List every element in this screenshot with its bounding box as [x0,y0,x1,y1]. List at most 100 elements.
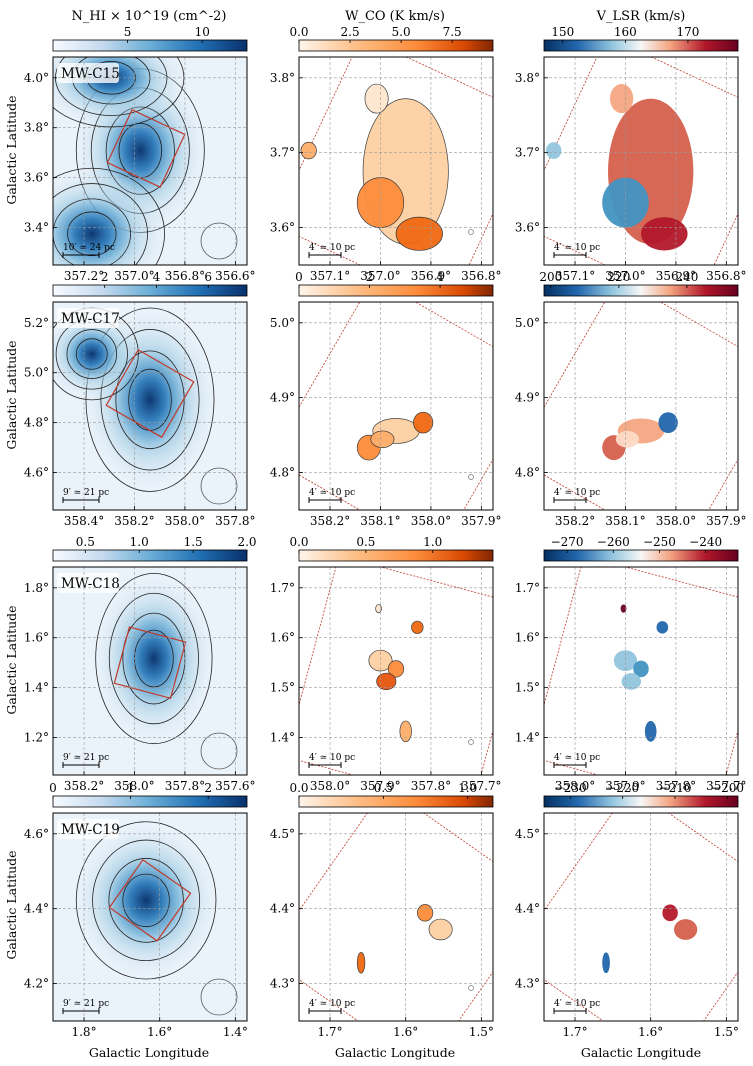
colorbar-tick-label: 2 [366,270,374,284]
x-tick-label: 357.8° [411,779,451,793]
y-tick-label: 1.6° [270,631,295,645]
colorbar-MW-C18-hi: 0.5 1.0 1.5 2.0 [52,535,257,562]
y-tick-label: 1.5° [270,681,295,695]
colorbar-MW-C19-vel: −230 −220 −210 −200 [543,781,744,808]
vel-colorbar-title: V_LSR (km/s) [596,9,686,24]
velocity-blob [658,412,678,434]
panel-MW-C18-vel: −270 −260 −250 −240 358.0° 357.9° 357.8° 357.7°… [515,535,747,793]
panel-MW-C17-vel: 200 220 240 358.2° 358.1° 358.0° 357.9° 4.8° 4.9… [515,270,747,528]
colorbar-tick-label: 0 [49,781,57,795]
x-tick-label: 1.7° [317,1025,342,1039]
xlabel-col2: Galactic Longitude [335,1045,455,1060]
hi-emission-peak [115,604,193,713]
colorbar-gradient [52,284,248,297]
x-tick-label: 358.1° [360,514,400,528]
ylabel-row3: Galactic Latitude [4,605,19,714]
scale-bar-label: 4′ ≃ 10 pc [554,753,600,763]
footprint-box [299,302,493,510]
y-tick-label: 3.8° [24,121,49,135]
colorbar-tick-label: 2 [204,781,212,795]
velocity-blob [545,142,562,159]
y-tick-label: 1.5° [515,681,540,695]
hi-colorbar-title: N_HI × 10^19 (cm^-2) [72,9,227,24]
co-emission-blob [399,720,412,743]
co-emission-blob [370,430,395,448]
y-tick-label: 4.9° [270,391,295,405]
y-tick-label: 4.4° [515,902,540,916]
beam-circle [468,229,474,235]
colorbar-tick-label: 160 [614,25,637,39]
x-tick-label: 1.4° [223,1025,248,1039]
x-axis: 358.2° 358.0° 357.8° 357.6° [64,567,256,793]
scale-bar-label: 4′ ≃ 10 pc [554,243,600,253]
x-axis: 357.2° 357.0° 356.8° 356.6° [64,57,256,283]
colorbar-gradient [298,284,494,297]
co-emission-blob [376,672,397,691]
plot-frame [52,56,248,266]
beam-circle [200,732,238,770]
x-tick-label: 358.0° [165,514,205,528]
velocity-blob [620,604,627,613]
y-tick-label: 4.8° [515,466,540,480]
co-emission-blob [395,216,443,251]
colorbar-gradient [52,39,248,52]
scale-bar: 4′ ≃ 10 pc [308,753,355,768]
scale-bar: 9′ ≃ 21 pc [62,488,109,503]
plot-content: MW-C19 [53,813,247,1021]
y-axis: 1.2° 1.4° 1.6° 1.8° [24,581,247,745]
colorbar-MW-C19-co: 0.0 0.5 1.0 [289,781,494,808]
co-emission-blob [300,141,317,160]
hi-contour [122,873,170,927]
x-tick-label: 1.5° [714,1025,739,1039]
x-tick-label: 1.7° [562,1025,587,1039]
plot-content [299,57,493,265]
x-tick-label: 358.0° [656,514,696,528]
x-tick-label: 357.0° [360,269,400,283]
source-name: MW-C19 [61,822,120,838]
xlabel-col1: Galactic Longitude [89,1045,209,1060]
footprint-box [108,858,192,942]
co-emission-blob [375,604,382,614]
panel-MW-C17-hi: 2 4 6 MW-C17 358.4° 358.2° 358.0° 357.8° 4.6° 4.8… [24,270,256,528]
x-tick-label: 357.9° [605,779,645,793]
scale-bar: 9′ ≃ 21 pc [62,753,109,768]
colorbar-tick-label: 10 [195,25,210,39]
velocity-blob [633,660,649,678]
x-tick-label: 357.9° [360,779,400,793]
colorbar-tick-label: 0.5 [76,535,95,549]
x-tick-label: 356.8° [461,269,501,283]
panel-MW-C18-co: 0.0 0.5 1.0 358.0° 357.9° 357.8° 357.7° 1.4° 1.5… [270,535,502,793]
hi-contour [75,338,108,370]
x-tick-label: 358.2° [555,514,595,528]
hi-contour [108,858,184,943]
scale-bar: 9′ ≃ 21 pc [62,999,109,1014]
scale-bar: 4′ ≃ 10 pc [553,488,600,503]
colorbar-tick-label: 0 [295,270,303,284]
plot-frame [52,812,248,1022]
y-tick-label: 5.0° [515,316,540,330]
beam-circle [468,474,474,480]
plot-frame [298,812,494,1022]
hi-contour [53,183,148,265]
velocity-blob [662,904,678,922]
y-tick-label: 1.4° [515,731,540,745]
x-tick-label: 358.2° [310,514,350,528]
y-axis: 3.4° 3.6° 3.8° 4.0° [24,71,247,235]
colorbar-MW-C15-vel: 150 160 170 [543,25,739,52]
x-tick-label: 358.2° [64,779,104,793]
colorbar-tick-label: 4 [153,270,161,284]
x-tick-label: 357.9° [461,514,501,528]
y-axis: 4.6° 4.8° 5.0° 5.2° [24,316,247,480]
y-tick-label: 4.3° [515,977,540,991]
colorbar-tick-label: 5.0 [392,25,411,39]
x-axis: 1.7° 1.6° 1.5° [317,813,494,1039]
y-tick-label: 4.0° [24,71,49,85]
y-tick-label: 1.6° [24,631,49,645]
colorbar-tick-label: 170 [676,25,699,39]
scale-bar-label: 9′ ≃ 21 pc [63,753,109,763]
y-tick-label: 4.4° [270,902,295,916]
plot-frame [298,301,494,511]
x-tick-label: 356.8° [706,269,746,283]
plot-area [544,813,738,1021]
